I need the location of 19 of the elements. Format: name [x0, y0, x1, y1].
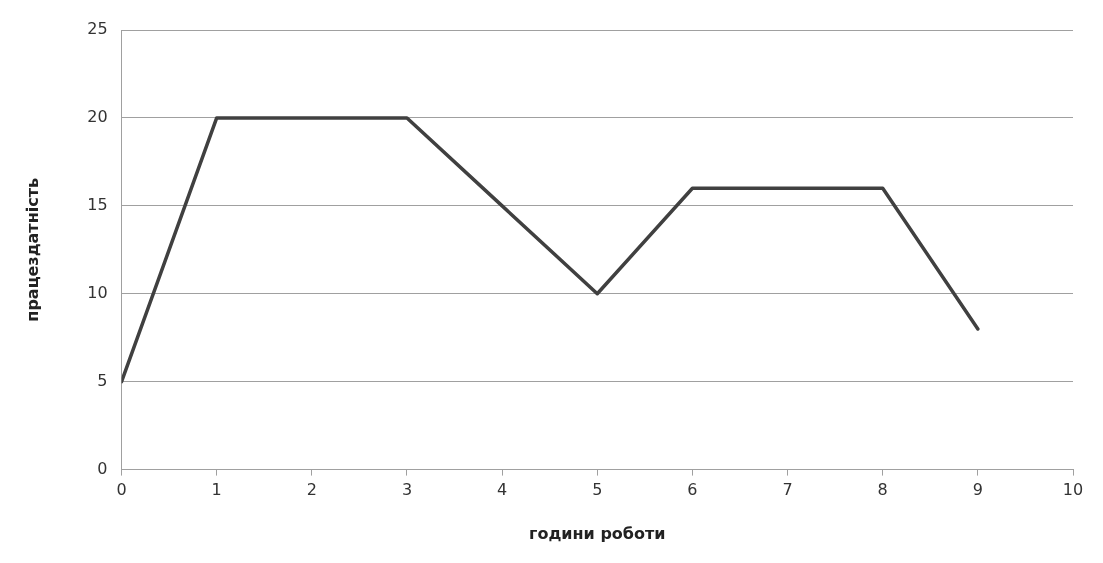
y-tick-label: 20: [87, 107, 108, 127]
x-tick-label: 6: [687, 480, 698, 500]
y-tick-label: 5: [97, 370, 108, 390]
x-tick-label: 10: [1062, 480, 1084, 500]
x-tick-label: 8: [877, 480, 888, 500]
x-tick-label: 0: [116, 480, 127, 500]
x-tick-label: 9: [972, 480, 983, 500]
x-tick-label: 5: [592, 480, 603, 500]
y-tick-label: 0: [97, 458, 108, 478]
y-tick-label: 25: [87, 19, 108, 39]
x-tick-label: 3: [401, 480, 413, 500]
y-tick-label: 15: [87, 195, 108, 214]
y-axis-title: працездатність: [22, 177, 42, 322]
x-tick-label: 4: [497, 480, 508, 500]
x-tick-label: 7: [782, 480, 793, 500]
y-tick-label: 10: [87, 282, 108, 302]
x-tick-label: 1: [211, 480, 222, 500]
x-axis-title: години роботи: [529, 523, 666, 543]
x-tick-label: 2: [306, 480, 317, 500]
